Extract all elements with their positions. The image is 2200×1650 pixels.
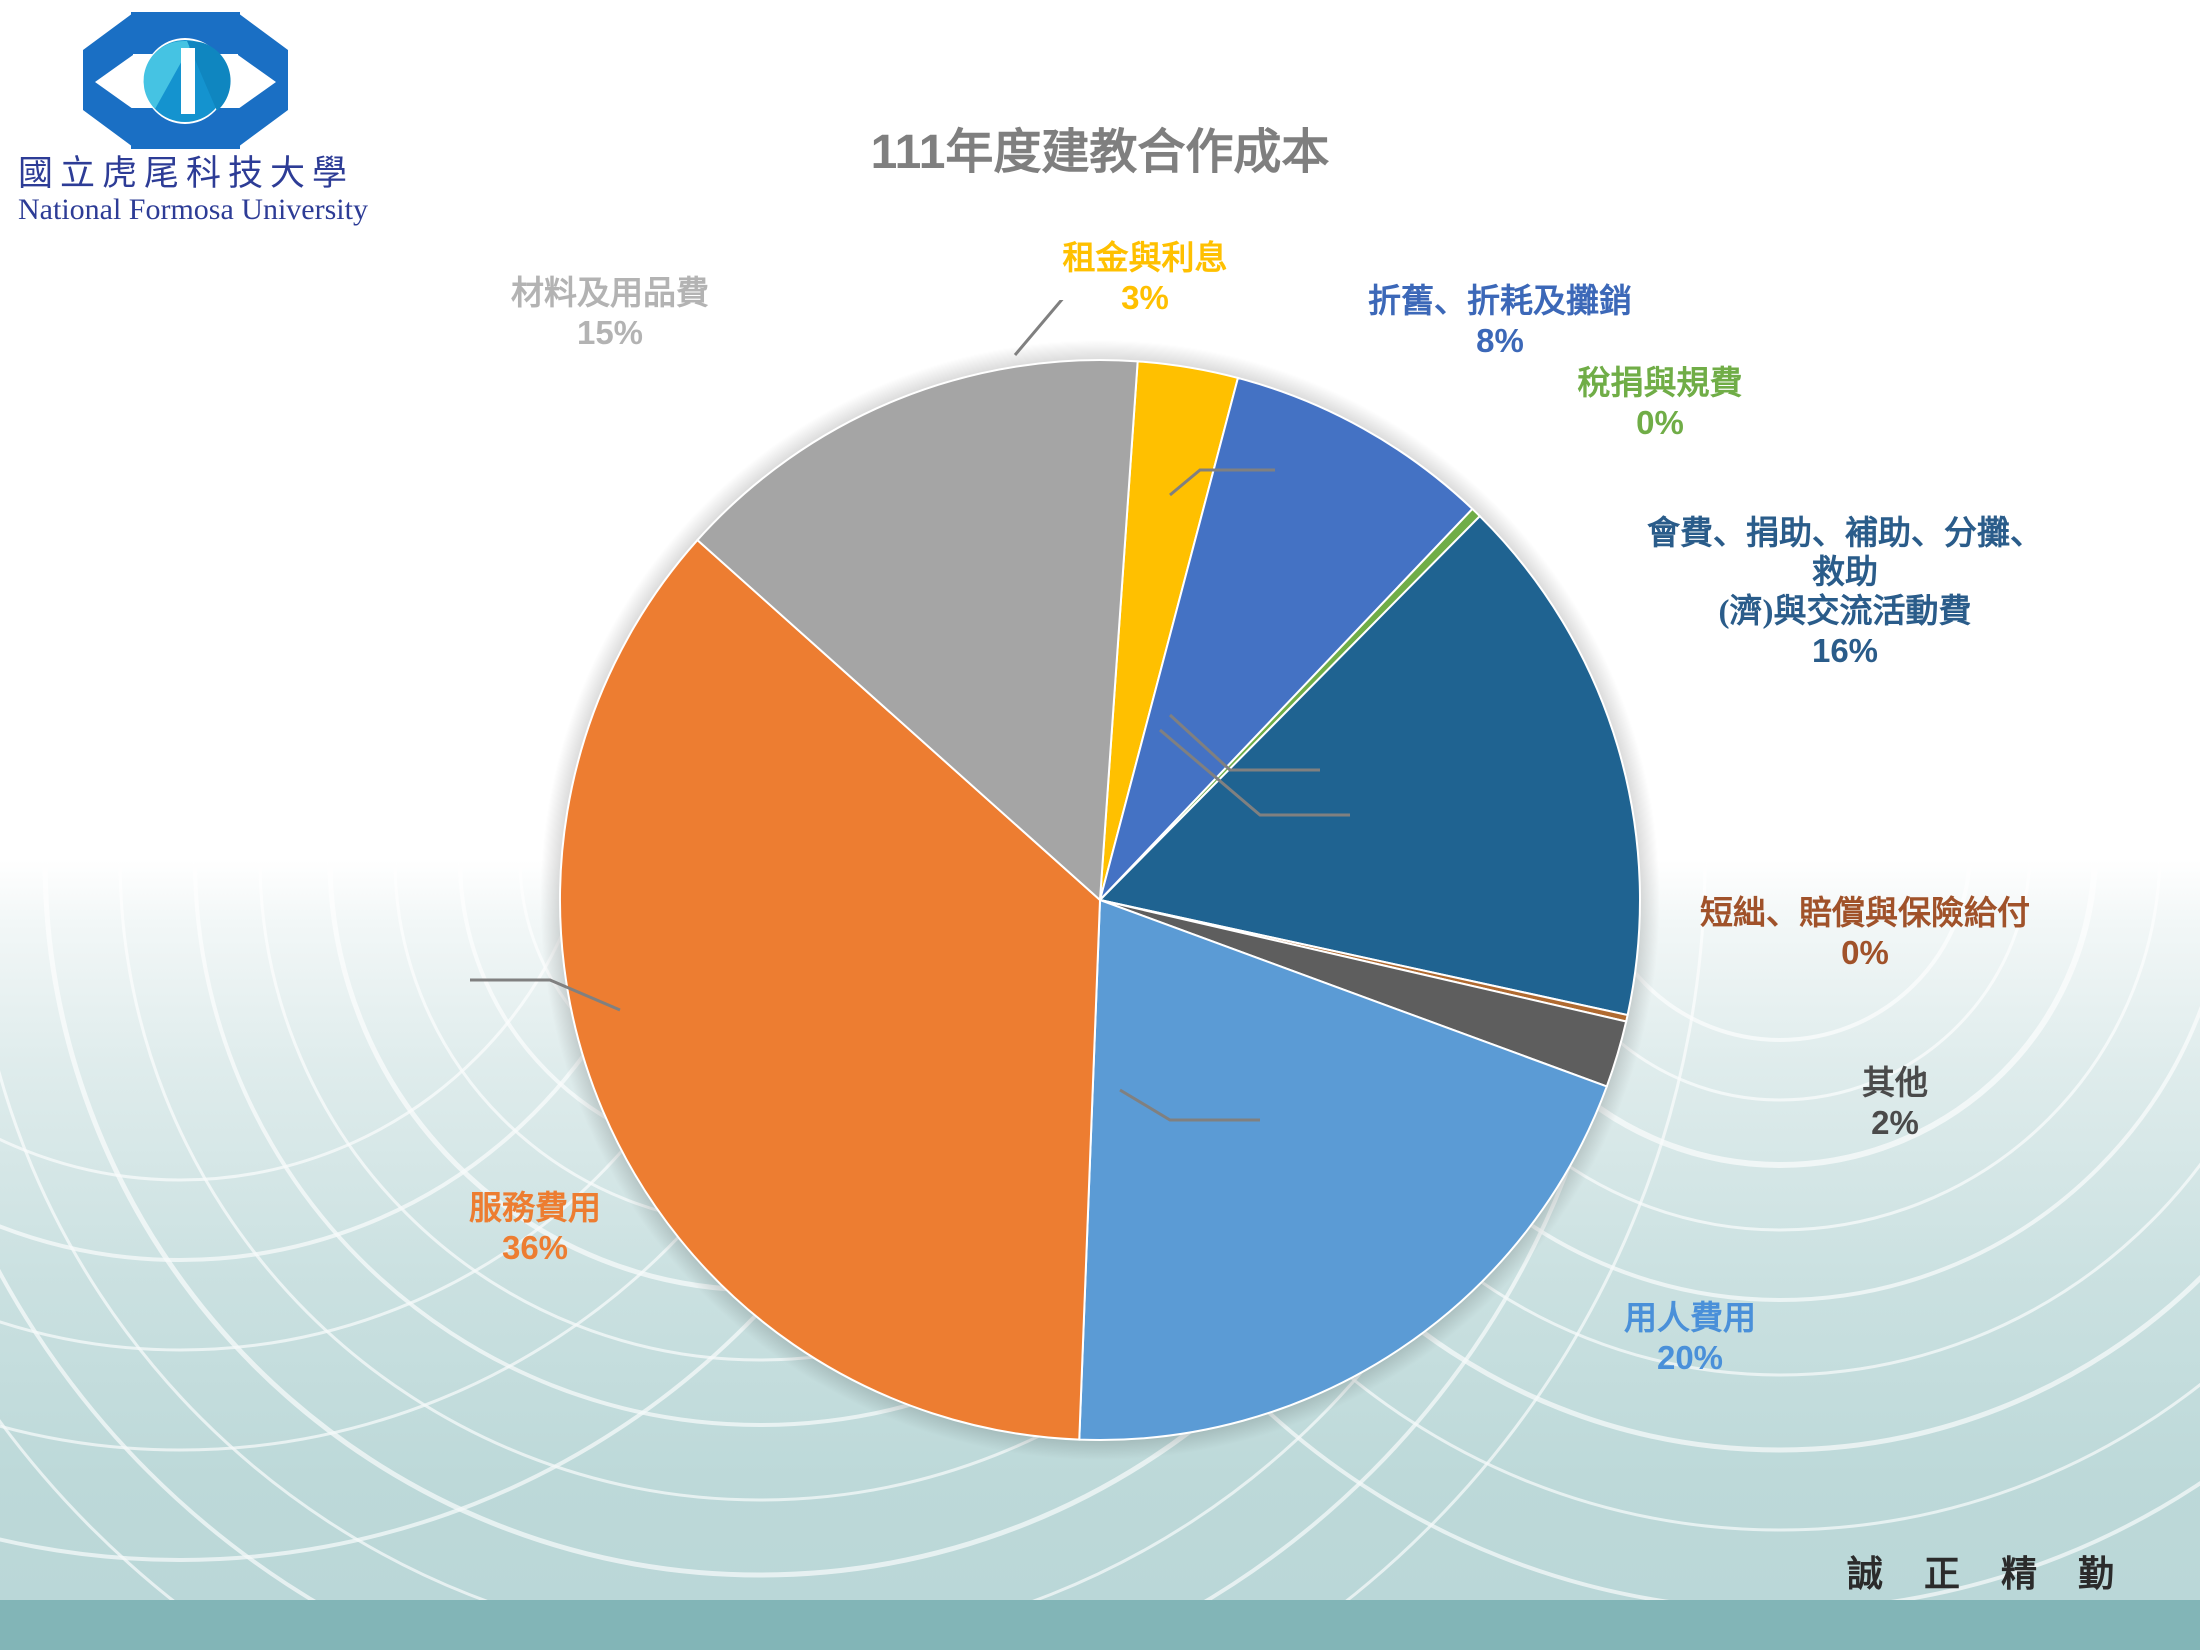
pie-label-personnel-pct: 20% (1656, 1338, 1724, 1376)
leader-personnel (1119, 1088, 1260, 1122)
leader-dues (1169, 468, 1275, 497)
pie-label-dues-donations-line2: 救助 (1812, 554, 1878, 591)
pie-label-shortfall-insurance-name: 短絀、賠償與保險給付 (1700, 896, 2030, 932)
footer-color-strip (0, 1600, 2200, 1650)
leader-lines (470, 300, 1350, 1122)
pie-label-materials-supplies-name: 材料及用品費 (511, 276, 709, 312)
pie-label-shortfall-insurance: 短絀、賠償與保險給付 0% (1650, 895, 2080, 973)
pie-label-dues-donations: 會費、捐助、補助、分攤、 救助 (濟)與交流活動費 16% (1620, 515, 2070, 671)
pie-label-tax-fees-name: 稅捐與規費 (1577, 366, 1743, 402)
pie-slice-service-fees[interactable] (559, 538, 1102, 1441)
pie-label-depreciation-name: 折舊、折耗及攤銷 (1368, 284, 1632, 320)
pie-label-personnel: 用人費用 20% (1560, 1300, 1820, 1378)
pie-label-tax-fees-pct: 0% (1636, 403, 1684, 441)
pie-slice-materials-supplies[interactable] (696, 359, 1139, 903)
pie-slice-personnel[interactable] (1078, 898, 1609, 1441)
pie-label-depreciation-pct: 8% (1476, 321, 1524, 359)
pie-slice-group[interactable] (559, 359, 1641, 1441)
pie-label-rent-interest-pct: 3% (1121, 278, 1169, 316)
pie-label-service-fees: 服務費用 36% (405, 1190, 665, 1268)
nfu-hexagon-logo-icon (83, 12, 288, 149)
pie-label-materials-supplies-pct: 15% (576, 313, 644, 351)
pie-label-rent-interest-name: 租金與利息 (1062, 241, 1228, 277)
pie-label-others-name: 其他 (1862, 1066, 1928, 1102)
chart-title: 111年度建教合作成本 (870, 126, 1330, 179)
pie-label-tax-fees: 稅捐與規費 0% (1520, 365, 1800, 443)
pie-label-dues-donations-line3: (濟)與交流活動費 (1718, 593, 1972, 630)
leader-tax (1013, 300, 1064, 356)
leader-shortfall (1168, 713, 1320, 772)
pie-label-shortfall-insurance-pct: 0% (1841, 933, 1889, 971)
pie-chart[interactable] (470, 300, 1730, 1460)
leader-service (470, 978, 621, 1012)
leader-others (1159, 728, 1350, 817)
pie-label-dues-donations-line1: 會費、捐助、補助、分攤、 (1647, 516, 2043, 552)
footer-motto: 誠 正 精 勤 (1846, 1554, 2130, 1594)
pie-label-others: 其他 2% (1775, 1065, 2015, 1143)
university-name-zh: 國立虎尾科技大學 (18, 154, 355, 193)
university-name-en: National Formosa University (18, 193, 368, 226)
pie-label-materials-supplies: 材料及用品費 15% (440, 275, 780, 353)
pie-label-dues-donations-pct: 16% (1811, 631, 1879, 669)
pie-label-others-pct: 2% (1871, 1103, 1919, 1141)
university-logo: 國立虎尾科技大學 National Formosa University (18, 10, 368, 235)
pie-label-personnel-name: 用人費用 (1624, 1301, 1756, 1337)
pie-label-rent-interest: 租金與利息 3% (1005, 240, 1285, 318)
pie-label-service-fees-name: 服務費用 (469, 1191, 601, 1227)
pie-label-depreciation: 折舊、折耗及攤銷 8% (1330, 283, 1670, 361)
pie-label-service-fees-pct: 36% (501, 1228, 569, 1266)
pie-slice-depreciation[interactable] (1099, 376, 1474, 901)
pie-slice-dues-donations[interactable] (1098, 514, 1641, 1017)
